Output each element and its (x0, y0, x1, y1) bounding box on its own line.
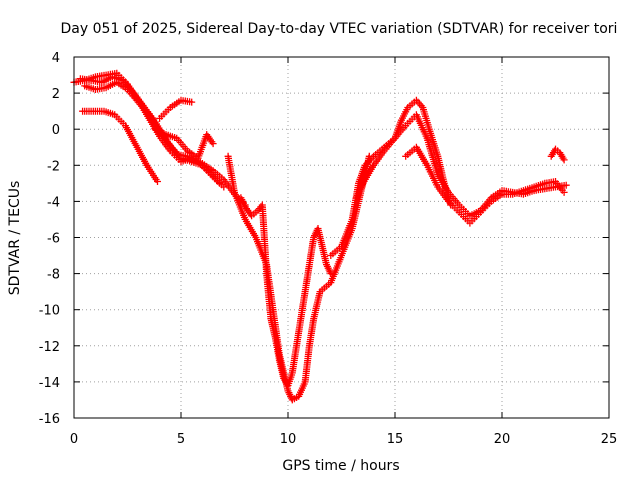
y-tick-label: -8 (47, 268, 60, 283)
series-4 (79, 107, 161, 185)
series-7 (224, 152, 373, 404)
data-point (209, 140, 217, 148)
x-tick-label: 25 (601, 432, 618, 447)
chart-title: Day 051 of 2025, Sidereal Day-to-day VTE… (61, 21, 618, 37)
x-tick-label: 15 (387, 432, 404, 447)
y-tick-label: -2 (47, 159, 60, 174)
y-tick-label: -4 (47, 195, 60, 210)
data-point (562, 181, 570, 189)
x-tick-label: 5 (177, 432, 185, 447)
series-3 (76, 73, 223, 187)
data-marks (70, 69, 570, 404)
x-tick-label: 20 (494, 432, 511, 447)
series-11 (402, 143, 568, 227)
data-point (154, 178, 161, 185)
y-tick-label: 0 (52, 123, 60, 138)
y-tick-label: -12 (39, 340, 60, 355)
grid (74, 57, 609, 418)
x-axis: 0 5 10 15 20 25 (70, 57, 617, 447)
y-tick-label: -14 (39, 376, 60, 391)
y-tick-label: -10 (39, 304, 60, 319)
series-8 (237, 194, 335, 389)
y-tick-label: 4 (52, 51, 60, 66)
y-tick-label: 2 (52, 87, 60, 102)
data-point (560, 188, 568, 196)
x-tick-label: 10 (280, 432, 297, 447)
y-axis: -16 -14 -12 -10 -8 -6 -4 -2 0 2 4 (39, 51, 609, 427)
series-12 (547, 145, 568, 164)
series-6 (151, 125, 217, 162)
x-axis-label: GPS time / hours (282, 458, 399, 474)
data-point (560, 156, 568, 164)
data-point (220, 183, 228, 191)
series-10 (353, 111, 570, 220)
y-tick-label: -6 (47, 232, 60, 247)
y-axis-label: SDTVAR / TECUs (7, 181, 23, 296)
x-tick-label: 0 (70, 432, 78, 447)
series-5 (156, 96, 196, 122)
data-point (188, 98, 196, 106)
data-point (327, 270, 335, 278)
data-point (216, 179, 223, 187)
y-tick-label: -16 (39, 412, 60, 427)
